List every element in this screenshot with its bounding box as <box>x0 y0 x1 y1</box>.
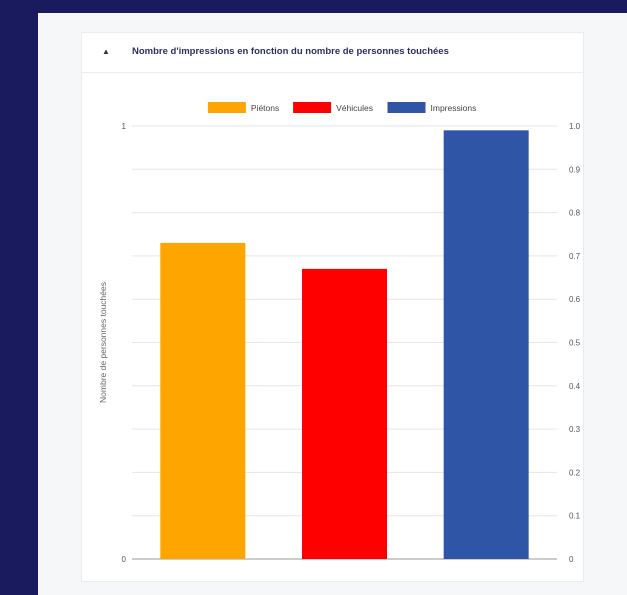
y-tick-label-right: 1.0 <box>569 122 581 131</box>
card-header: ▲ Nombre d'impressions en fonction du no… <box>82 33 583 73</box>
y-tick-label-right: 0.9 <box>569 165 581 174</box>
legend-label: Impressions <box>431 103 477 113</box>
legend-label: Véhicules <box>336 103 373 113</box>
y-tick-label-left: 1 <box>122 122 127 131</box>
y-tick-label-right: 0 <box>569 555 574 564</box>
bar-2 <box>302 268 387 559</box>
y-tick-label-right: 0.1 <box>569 512 581 521</box>
chart-title: Nombre d'impressions en fonction du nomb… <box>132 46 449 57</box>
y-tick-label-right: 0.5 <box>569 339 581 348</box>
page-panel: ▲ Nombre d'impressions en fonction du no… <box>38 13 627 595</box>
bar-chart: 0 1 0 0.1 0.2 0.3 0.4 0.5 0.6 0.7 0.8 0.9 1.0 Nombre … <box>98 102 581 564</box>
y-tick-label-right: 0.8 <box>569 209 581 218</box>
legend-swatch <box>293 102 332 113</box>
chart-card: ▲ Nombre d'impressions en fonction du no… <box>81 32 584 582</box>
y-tick-label-right: 0.3 <box>569 425 581 434</box>
legend-label: Piétons <box>251 103 279 113</box>
bar-3 <box>443 130 529 559</box>
caret-up-icon[interactable]: ▲ <box>102 47 110 56</box>
y-tick-label-right: 0.7 <box>569 252 581 261</box>
y-tick-label-right: 0.6 <box>569 295 581 304</box>
y-axis-title-left: Nombre de personnes touchées <box>98 282 108 403</box>
bar-1 <box>160 242 246 559</box>
legend-swatch <box>207 102 246 113</box>
y-tick-label-right: 0.4 <box>569 382 581 391</box>
legend-swatch <box>387 102 426 113</box>
y-tick-label-left: 0 <box>122 555 127 564</box>
y-tick-label-right: 0.2 <box>569 468 581 477</box>
